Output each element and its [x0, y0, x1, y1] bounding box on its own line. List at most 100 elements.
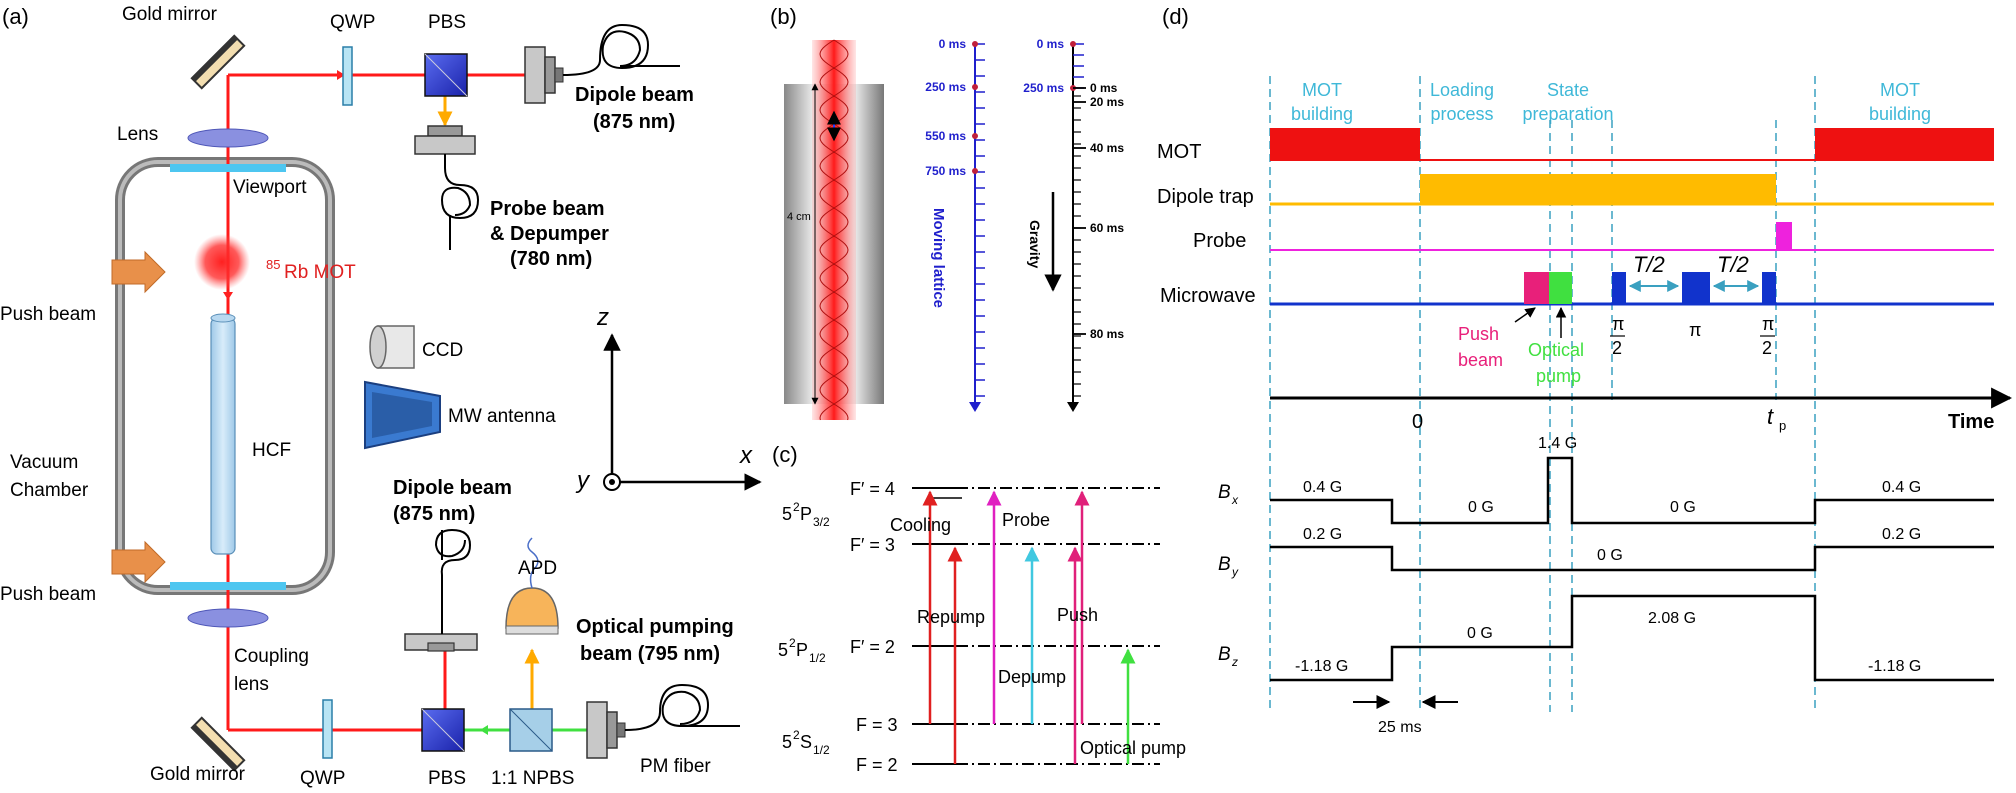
level-f3: F = 3 — [856, 715, 898, 735]
push-beam-bottom-label: Push beam — [0, 584, 96, 605]
push-beam-callout-2: beam — [1458, 350, 1503, 370]
bz-value-1: -1.18 G — [1295, 658, 1348, 675]
mw-pulse-pi — [1682, 272, 1710, 304]
apd-icon — [505, 537, 559, 635]
by-value-1: 0.2 G — [1303, 526, 1342, 543]
qwp-top-label: QWP — [330, 12, 375, 33]
panel-label-d: (d) — [1162, 4, 1189, 29]
gravity-black-tick-label: 40 ms — [1090, 141, 1124, 155]
time-label: Time — [1948, 411, 1994, 433]
moving-tick-marker — [972, 84, 978, 90]
tp-sub-label: p — [1779, 418, 1786, 433]
moving-tick-label: 250 ms — [925, 80, 966, 94]
qwp-top-icon — [342, 46, 353, 106]
time-zero-label: 0 — [1412, 411, 1423, 433]
phase-mot-building-end-2: building — [1869, 104, 1931, 124]
moving-tick-label: 0 ms — [939, 37, 967, 51]
bx-label: B x — [1218, 482, 1239, 507]
viewport-bottom-icon — [170, 582, 286, 590]
svg-text:1/2: 1/2 — [813, 743, 830, 757]
optical-pump-pulse — [1549, 272, 1572, 304]
push-label: Push — [1057, 605, 1098, 625]
push-beam-pulse — [1524, 272, 1549, 304]
mw-pulse-half-2 — [1762, 272, 1776, 304]
viewport-top-icon — [170, 164, 286, 172]
moving-tick-marker — [972, 133, 978, 139]
svg-text:2: 2 — [789, 636, 796, 650]
optical-pump-label: Optical pump — [1080, 738, 1186, 758]
bx-value-4: 0 G — [1670, 499, 1696, 516]
moving-tick-label: 750 ms — [925, 164, 966, 178]
pm-fiber-icon — [586, 683, 740, 759]
y-axis-label: y — [575, 467, 591, 494]
gold-mirror-top-icon — [190, 34, 246, 90]
mot-superscript: 85 — [266, 257, 280, 272]
half-t-label-2: T/2 — [1717, 252, 1749, 277]
term-s12: 5 2 S 1/2 — [782, 728, 830, 757]
gravity-blue-tick-marker — [1070, 41, 1076, 47]
hcf-label: HCF — [252, 440, 291, 461]
fiber-coupler-top-icon — [524, 23, 680, 104]
svg-text:B: B — [1218, 644, 1231, 665]
phase-mot-building-2: building — [1291, 104, 1353, 124]
cooling-label: Cooling — [890, 515, 951, 535]
channel-dipole: Dipole trap — [1157, 186, 1254, 208]
vacuum-label-2: Chamber — [10, 480, 89, 501]
panel-d: (d) MOT building Loading process State p… — [1157, 4, 2013, 736]
ccd-icon — [369, 325, 415, 369]
bx-value-5: 0.4 G — [1882, 479, 1921, 496]
viewport-label: Viewport — [233, 177, 307, 198]
mot-pulse-1 — [1270, 128, 1420, 160]
pm-fiber-label: PM fiber — [640, 756, 711, 777]
optical-pumping-label-2: beam (795 nm) — [580, 643, 720, 665]
probe-beam-label-3: (780 nm) — [510, 248, 592, 270]
panel-label-c: (c) — [772, 442, 798, 467]
channel-mot: MOT — [1157, 141, 1201, 163]
phase-separators — [1269, 76, 1816, 712]
panel-label-a: (a) — [2, 4, 29, 29]
bx-value-1: 0.4 G — [1303, 479, 1342, 496]
lattice-length-label: 4 cm — [787, 211, 811, 223]
svg-text:3/2: 3/2 — [813, 515, 830, 529]
coupling-label-2: lens — [234, 674, 269, 695]
svg-text:B: B — [1218, 482, 1231, 503]
tp-label: t — [1767, 404, 1774, 429]
hcf-icon — [210, 317, 236, 555]
moving-tick-marker — [972, 41, 978, 47]
lens-top-icon — [187, 128, 269, 148]
moving-tick-marker — [972, 168, 978, 174]
repump-label: Repump — [917, 607, 985, 627]
bz-value-4: -1.18 G — [1868, 658, 1921, 675]
pbs-bottom-label: PBS — [428, 768, 466, 789]
svg-text:x: x — [1231, 493, 1239, 507]
probe-label: Probe — [1002, 510, 1050, 530]
pi-half-den-2: 2 — [1762, 338, 1772, 358]
mot-pulse-2 — [1815, 128, 1994, 160]
pi-label: π — [1689, 320, 1701, 340]
npbs-label: 1:1 NPBS — [491, 768, 574, 789]
svg-text:B: B — [1218, 554, 1231, 575]
push-beam-callout-1: Push — [1458, 324, 1499, 344]
bz-label: B z — [1218, 644, 1238, 669]
gravity-black-tick-label: 20 ms — [1090, 95, 1124, 109]
svg-text:2: 2 — [793, 728, 800, 742]
half-t-label-1: T/2 — [1633, 252, 1665, 277]
mw-pulse-half-1 — [1612, 272, 1626, 304]
level-f4: F′ = 4 — [850, 479, 895, 499]
phase-state-1: State — [1547, 80, 1589, 100]
bx-value-3: 1.4 G — [1538, 435, 1577, 452]
by-trace — [1270, 545, 1994, 572]
gravity-label: Gravity — [1027, 220, 1043, 268]
bz-trace — [1270, 594, 1994, 682]
svg-text:5: 5 — [782, 504, 792, 524]
by-value-3: 0.2 G — [1882, 526, 1921, 543]
gravity-black-tick-label: 0 ms — [1090, 81, 1118, 95]
lens-label: Lens — [117, 124, 158, 145]
z-axis-label: z — [596, 304, 609, 331]
push-beam-bottom-icon — [111, 540, 166, 584]
optical-pumping-label-1: Optical pumping — [576, 616, 734, 638]
optical-pump-callout-2: pump — [1536, 366, 1581, 386]
pbs-top-label: PBS — [428, 12, 466, 33]
by-label: B y — [1218, 554, 1239, 579]
